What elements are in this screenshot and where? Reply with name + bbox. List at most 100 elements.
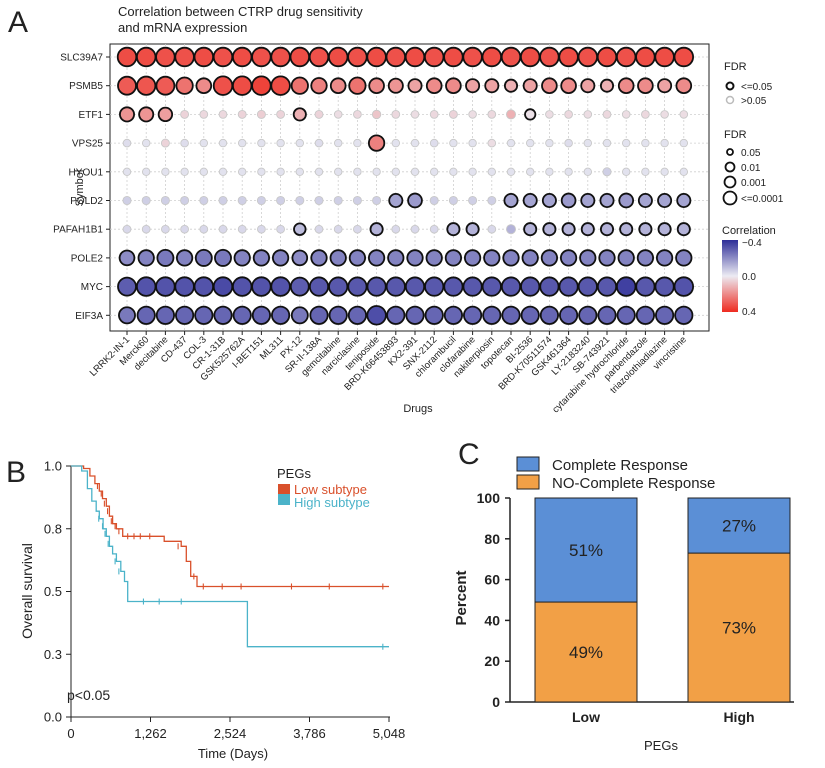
dot-psmb5-26: [599, 78, 615, 93]
survival-panel: 0 1,262 2,524 3,786 5,048 0.0 0.3 0.5 0.8 1.0 Ove…: [19, 459, 405, 762]
fdr-sig-legend: FDR <=0.05 >0.05: [724, 61, 773, 107]
dot-pafah1b1-8: [257, 224, 266, 234]
dot-pafah1b1-16: [410, 224, 420, 234]
dot-etf1-12: [333, 110, 343, 119]
dot-vps25-22: [525, 138, 535, 148]
dotplot-gene-labels: SLC39A7 PSMB5 ETF1 VPS25 HYOU1 POLD2 PAFAH1B1 P…: [53, 53, 110, 322]
bar-low-nocomplete: [534, 601, 638, 703]
km-legend: PEGs Low subtype High subtype: [277, 466, 370, 510]
km-legend-label-low: Low subtype: [294, 482, 367, 497]
dot-pafah1b1-27: [619, 222, 634, 237]
dot-slc39a7-29: [654, 46, 675, 68]
dot-myc-7: [231, 276, 253, 297]
dot-pold2-11: [314, 195, 324, 206]
dot-pafah1b1-4: [180, 224, 189, 234]
dot-pold2-28: [637, 192, 653, 208]
dot-pold2-24: [560, 192, 577, 209]
dot-etf1-17: [429, 110, 439, 119]
dot-hyou1-16: [410, 167, 420, 177]
dot-etf1-2: [138, 106, 155, 123]
dot-myc-21: [500, 276, 522, 297]
dot-myc-20: [481, 276, 502, 297]
dot-myc-8: [251, 276, 272, 297]
dot-etf1-30: [679, 110, 689, 119]
gene-label: POLD2: [70, 196, 103, 207]
km-ylabel: Overall survival: [19, 543, 35, 639]
dot-pafah1b1-19: [465, 222, 480, 237]
dot-vps25-29: [660, 138, 669, 148]
km-x-tick-label: 5,048: [373, 726, 406, 741]
dot-etf1-19: [468, 110, 477, 119]
dot-vps25-21: [506, 138, 516, 148]
dot-pold2-26: [599, 192, 615, 208]
response-panel: Complete Response NO-Complete Response 0…: [453, 456, 794, 753]
dot-pafah1b1-30: [676, 222, 691, 237]
dot-pole2-13: [348, 249, 367, 267]
dot-eif3a-2: [136, 305, 156, 325]
dot-vps25-23: [545, 138, 554, 148]
dot-hyou1-11: [314, 167, 324, 177]
dot-hyou1-23: [545, 167, 554, 177]
dot-vps25-9: [276, 138, 285, 148]
dot-pole2-17: [425, 249, 443, 267]
dot-psmb5-21: [503, 78, 519, 93]
response-legend: Complete Response NO-Complete Response: [516, 456, 715, 492]
dot-pafah1b1-2: [141, 224, 151, 234]
dot-vps25-2: [141, 138, 151, 148]
dot-etf1-25: [583, 110, 593, 119]
response-y-ticks: 0 20 40 60 80 100: [477, 490, 510, 710]
km-legend-swatch-low: [278, 484, 290, 495]
dot-etf1-10: [292, 107, 307, 122]
dot-psmb5-14: [368, 77, 385, 94]
dot-vps25-20: [487, 138, 497, 148]
dot-eif3a-14: [366, 305, 387, 326]
dot-hyou1-24: [564, 167, 573, 177]
dot-psmb5-3: [155, 75, 176, 96]
response-legend-label-complete: Complete Response: [552, 457, 688, 474]
bar-high-complete: [687, 497, 791, 554]
dot-psmb5-9: [270, 75, 291, 96]
dot-myc-24: [558, 276, 579, 297]
dot-slc39a7-19: [462, 46, 483, 68]
response-ylabel: Percent: [453, 570, 470, 625]
dot-hyou1-15: [391, 167, 401, 177]
dot-pold2-1: [122, 195, 132, 206]
dot-psmb5-23: [541, 77, 558, 94]
dot-hyou1-13: [353, 167, 362, 177]
dot-psmb5-5: [195, 77, 213, 94]
dot-hyou1-1: [122, 167, 132, 177]
dot-eif3a-5: [194, 305, 214, 325]
dot-psmb5-19: [465, 78, 481, 94]
response-y-tick-label: 60: [484, 572, 500, 588]
dot-pole2-5: [194, 248, 213, 267]
dot-vps25-26: [602, 138, 612, 148]
km-legend-label-high: High subtype: [294, 495, 370, 510]
dot-slc39a7-7: [231, 46, 253, 68]
dot-psmb5-18: [445, 77, 462, 94]
dot-myc-17: [424, 276, 445, 297]
dot-psmb5-28: [637, 77, 654, 94]
dot-pold2-18: [448, 195, 458, 206]
fdr-size-legend-dot: [722, 190, 738, 206]
dot-myc-13: [347, 276, 368, 297]
dot-pold2-13: [352, 195, 362, 206]
dot-pole2-3: [156, 248, 175, 267]
dot-hyou1-22: [525, 167, 535, 177]
dot-pold2-16: [407, 192, 423, 209]
dot-myc-28: [635, 276, 656, 297]
dot-pole2-15: [387, 249, 405, 267]
dot-etf1-7: [237, 109, 247, 119]
dot-etf1-4: [180, 109, 190, 119]
dot-vps25-25: [583, 138, 593, 148]
dot-pold2-10: [295, 195, 305, 206]
dot-eif3a-30: [674, 305, 694, 325]
dot-eif3a-20: [482, 305, 502, 325]
dot-vps25-7: [237, 138, 247, 148]
dot-psmb5-24: [560, 77, 577, 94]
dot-myc-15: [385, 276, 406, 297]
dot-hyou1-5: [199, 167, 209, 177]
bar-value-label: 73%: [722, 619, 756, 638]
response-legend-swatch-complete: [516, 456, 540, 472]
dot-psmb5-6: [212, 75, 234, 96]
km-y-tick-label: 0.8: [44, 521, 62, 536]
